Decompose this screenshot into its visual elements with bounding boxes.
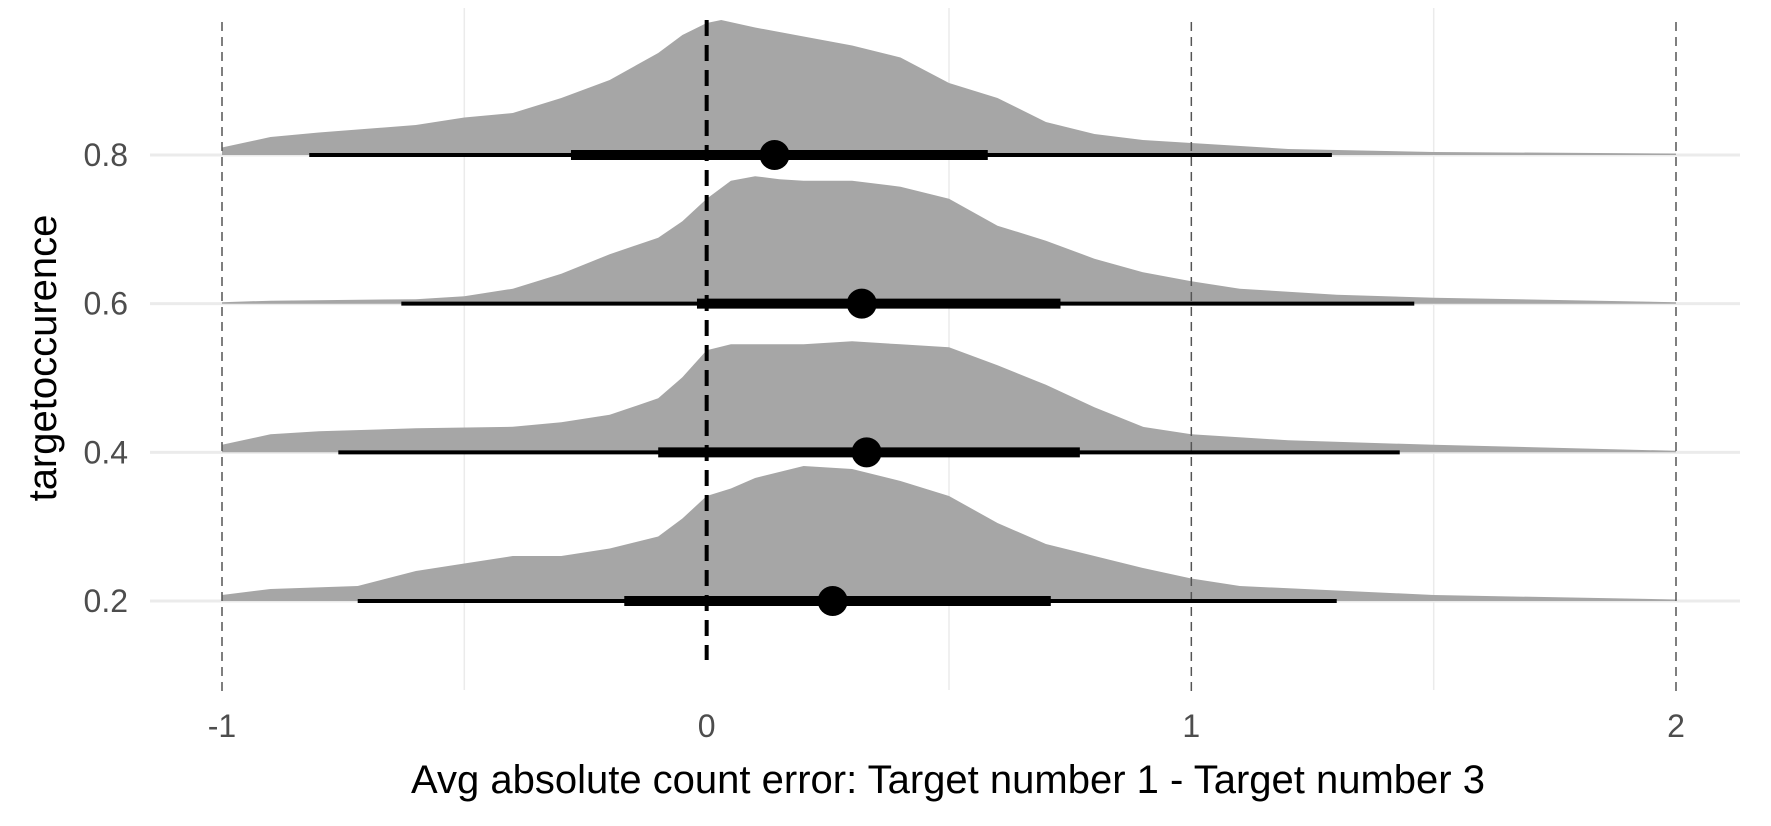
point-estimates <box>759 140 882 616</box>
x-tick-label: 1 <box>1182 708 1200 744</box>
density-areas <box>222 20 1676 601</box>
y-tick-label: 0.8 <box>84 137 128 173</box>
density-ridge-0.2 <box>222 466 1676 601</box>
y-axis-title: targetoccurence <box>21 215 65 502</box>
point-estimate <box>846 288 877 319</box>
density-ridge-0.6 <box>222 176 1676 304</box>
point-estimate <box>759 140 790 170</box>
reference-lines <box>221 20 1677 692</box>
x-axis-title: Avg absolute count error: Target number … <box>411 758 1485 802</box>
y-tick-label: 0.2 <box>84 583 128 619</box>
density-ridge-0.4 <box>222 341 1676 453</box>
density-ridge-0.8 <box>222 20 1676 155</box>
point-estimate <box>851 437 882 468</box>
x-tick-label: 0 <box>698 708 716 744</box>
point-estimate <box>817 586 848 616</box>
x-tick-labels: -1 0 1 2 <box>208 708 1685 744</box>
y-tick-label: 0.6 <box>84 286 128 322</box>
x-tick-label: 2 <box>1667 708 1685 744</box>
x-tick-label: -1 <box>208 708 236 744</box>
y-tick-labels: 0.2 0.4 0.6 0.8 <box>84 137 128 619</box>
y-tick-label: 0.4 <box>84 434 128 470</box>
